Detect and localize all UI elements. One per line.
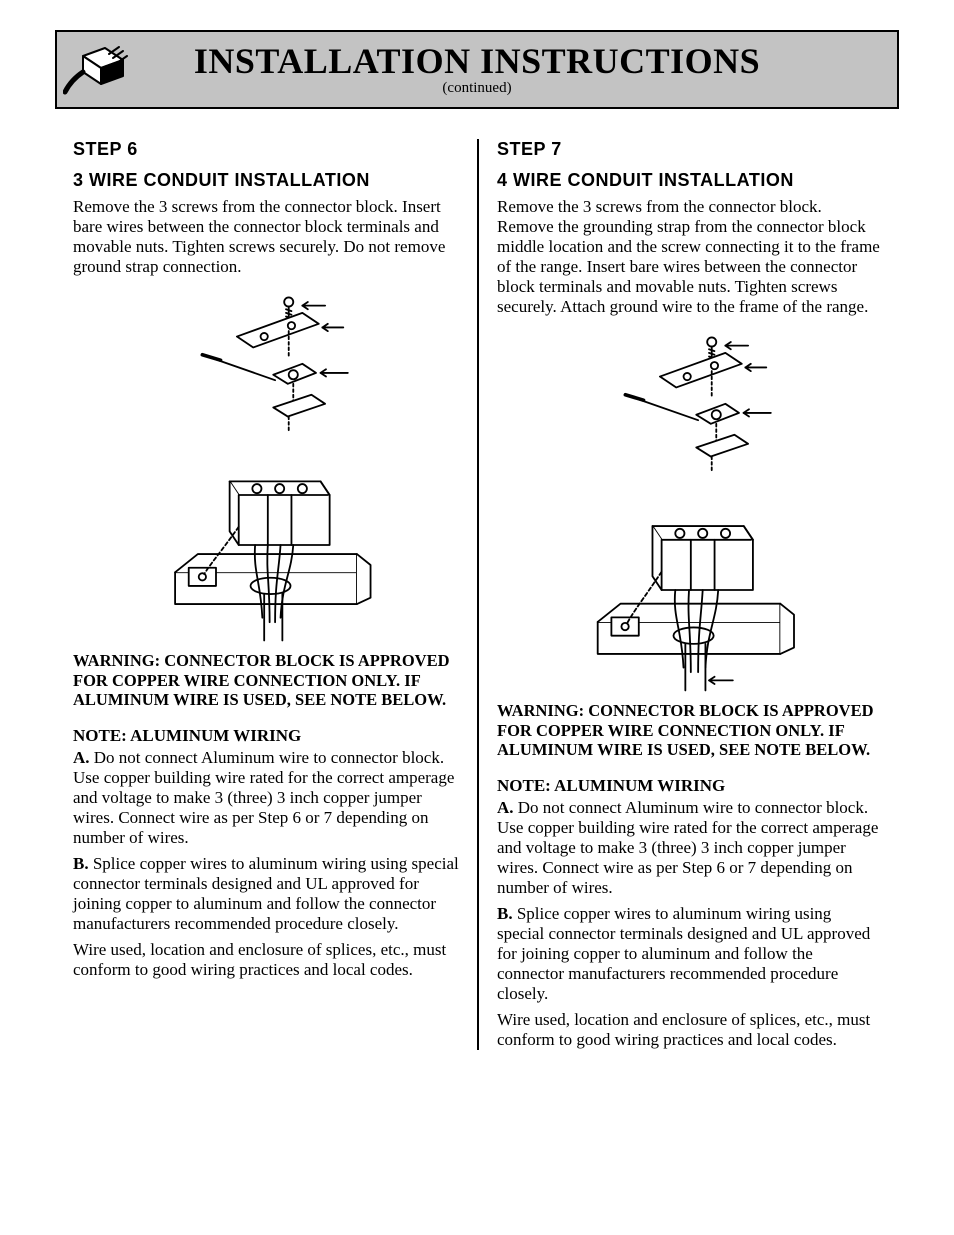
note-a-label: A.: [73, 748, 90, 767]
content-columns: STEP 6 3 WIRE CONDUIT INSTALLATION Remov…: [55, 139, 899, 1050]
left-section-title: 3 WIRE CONDUIT INSTALLATION: [73, 170, 459, 191]
plug-icon: [63, 42, 133, 98]
step-6-label: STEP 6: [73, 139, 459, 160]
note-b-text-r: Splice copper wires to aluminum wiring u…: [497, 904, 870, 1003]
header-bar: INSTALLATION INSTRUCTIONS (continued): [55, 30, 899, 109]
note-b-label: B.: [73, 854, 89, 873]
left-note-a: A. Do not connect Aluminum wire to conne…: [73, 748, 459, 848]
column-right: STEP 7 4 WIRE CONDUIT INSTALLATION Remov…: [477, 139, 899, 1050]
left-closing: Wire used, location and enclosure of spl…: [73, 940, 459, 980]
right-note-b: B. Splice copper wires to aluminum wirin…: [497, 904, 881, 1004]
figure-4wire-bottom: [497, 485, 881, 695]
right-body: Remove the 3 screws from the connector b…: [497, 197, 881, 317]
page: INSTALLATION INSTRUCTIONS (continued) ST…: [0, 0, 954, 1110]
column-left: STEP 6 3 WIRE CONDUIT INSTALLATION Remov…: [55, 139, 477, 1050]
left-body: Remove the 3 screws from the connector b…: [73, 197, 459, 277]
page-subtitle: (continued): [77, 80, 877, 97]
page-title: INSTALLATION INSTRUCTIONS: [77, 40, 877, 82]
left-note-heading: NOTE: ALUMINUM WIRING: [73, 726, 459, 746]
note-a-label-r: A.: [497, 798, 514, 817]
right-warning: WARNING: CONNECTOR BLOCK IS APPROVED FOR…: [497, 701, 881, 759]
note-b-label-r: B.: [497, 904, 513, 923]
figure-3wire-bottom: [73, 445, 459, 645]
note-b-text: Splice copper wires to aluminum wiring u…: [73, 854, 459, 933]
right-closing: Wire used, location and enclosure of spl…: [497, 1010, 881, 1050]
figure-4wire-top: [497, 327, 881, 477]
right-section-title: 4 WIRE CONDUIT INSTALLATION: [497, 170, 881, 191]
note-a-text: Do not connect Aluminum wire to connecto…: [73, 748, 454, 847]
left-warning: WARNING: CONNECTOR BLOCK IS APPROVED FOR…: [73, 651, 459, 709]
note-a-text-r: Do not connect Aluminum wire to connecto…: [497, 798, 878, 897]
right-note-a: A. Do not connect Aluminum wire to conne…: [497, 798, 881, 898]
left-note-b: B. Splice copper wires to aluminum wirin…: [73, 854, 459, 934]
figure-3wire-top: [73, 287, 459, 437]
step-7-label: STEP 7: [497, 139, 881, 160]
right-note-heading: NOTE: ALUMINUM WIRING: [497, 776, 881, 796]
